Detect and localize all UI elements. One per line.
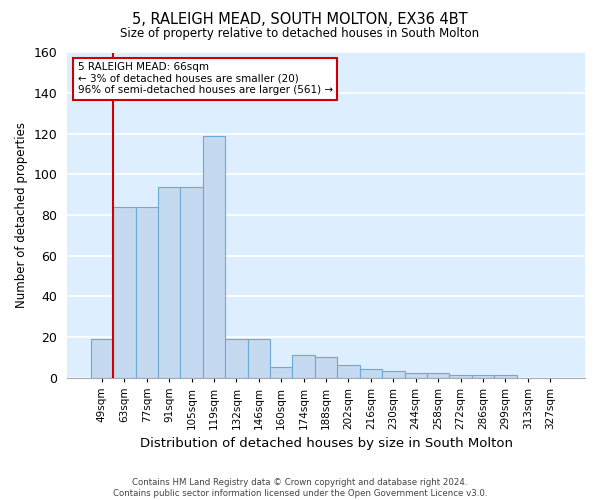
Bar [472, 376, 494, 378]
Bar [270, 368, 292, 378]
Bar [225, 339, 248, 378]
Bar [427, 374, 449, 378]
Bar [494, 376, 517, 378]
Bar [91, 339, 113, 378]
Text: Size of property relative to detached houses in South Molton: Size of property relative to detached ho… [121, 28, 479, 40]
Bar [292, 355, 315, 378]
Bar [337, 366, 360, 378]
Bar [382, 372, 404, 378]
Bar [136, 207, 158, 378]
Text: 5, RALEIGH MEAD, SOUTH MOLTON, EX36 4BT: 5, RALEIGH MEAD, SOUTH MOLTON, EX36 4BT [132, 12, 468, 28]
Bar [360, 370, 382, 378]
Bar [203, 136, 225, 378]
X-axis label: Distribution of detached houses by size in South Molton: Distribution of detached houses by size … [140, 437, 512, 450]
Bar [181, 186, 203, 378]
Text: Contains HM Land Registry data © Crown copyright and database right 2024.
Contai: Contains HM Land Registry data © Crown c… [113, 478, 487, 498]
Y-axis label: Number of detached properties: Number of detached properties [15, 122, 28, 308]
Bar [315, 357, 337, 378]
Bar [248, 339, 270, 378]
Text: 5 RALEIGH MEAD: 66sqm
← 3% of detached houses are smaller (20)
96% of semi-detac: 5 RALEIGH MEAD: 66sqm ← 3% of detached h… [77, 62, 332, 96]
Bar [113, 207, 136, 378]
Bar [449, 376, 472, 378]
Bar [404, 374, 427, 378]
Bar [158, 186, 181, 378]
